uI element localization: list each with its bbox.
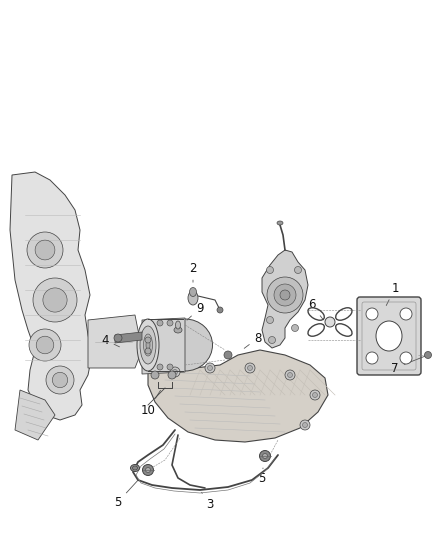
- Ellipse shape: [190, 287, 197, 296]
- Circle shape: [29, 329, 61, 361]
- Circle shape: [292, 325, 299, 332]
- Circle shape: [145, 467, 151, 472]
- Ellipse shape: [146, 340, 150, 350]
- Text: 1: 1: [386, 281, 399, 305]
- Polygon shape: [88, 315, 142, 368]
- Circle shape: [274, 284, 296, 306]
- Ellipse shape: [174, 327, 182, 333]
- Circle shape: [173, 369, 177, 375]
- Text: 7: 7: [391, 356, 425, 375]
- Circle shape: [142, 464, 153, 475]
- Circle shape: [170, 367, 180, 377]
- Ellipse shape: [140, 326, 156, 364]
- Circle shape: [224, 351, 232, 359]
- Circle shape: [208, 366, 212, 370]
- Circle shape: [157, 364, 163, 370]
- Circle shape: [424, 351, 431, 359]
- Text: 4: 4: [101, 334, 120, 347]
- Polygon shape: [262, 250, 308, 348]
- Ellipse shape: [176, 321, 180, 329]
- Circle shape: [300, 420, 310, 430]
- Circle shape: [400, 352, 412, 364]
- Ellipse shape: [133, 466, 138, 470]
- Polygon shape: [142, 318, 185, 374]
- Circle shape: [43, 288, 67, 312]
- Ellipse shape: [137, 319, 159, 371]
- Circle shape: [52, 372, 68, 387]
- Text: 9: 9: [187, 302, 204, 320]
- Circle shape: [366, 352, 378, 364]
- Circle shape: [247, 366, 252, 370]
- Circle shape: [114, 334, 122, 342]
- Ellipse shape: [131, 464, 139, 472]
- FancyBboxPatch shape: [357, 297, 421, 375]
- Ellipse shape: [277, 221, 283, 225]
- Circle shape: [280, 290, 290, 300]
- Circle shape: [35, 240, 55, 260]
- Ellipse shape: [188, 291, 198, 305]
- Circle shape: [151, 371, 159, 379]
- Circle shape: [310, 390, 320, 400]
- Text: 8: 8: [244, 332, 261, 349]
- Polygon shape: [115, 332, 142, 343]
- Circle shape: [36, 336, 54, 354]
- Circle shape: [245, 363, 255, 373]
- Text: 5: 5: [258, 468, 266, 484]
- Ellipse shape: [144, 334, 152, 356]
- Circle shape: [167, 320, 173, 326]
- Circle shape: [33, 278, 77, 322]
- Circle shape: [285, 370, 295, 380]
- Text: 2: 2: [189, 262, 197, 282]
- Polygon shape: [15, 390, 55, 440]
- Circle shape: [46, 366, 74, 394]
- Circle shape: [145, 337, 151, 343]
- Circle shape: [205, 363, 215, 373]
- Ellipse shape: [158, 319, 212, 371]
- Text: 10: 10: [141, 390, 160, 416]
- Circle shape: [167, 364, 173, 370]
- Circle shape: [262, 454, 268, 458]
- Circle shape: [266, 317, 273, 324]
- Text: 5: 5: [114, 480, 138, 508]
- Circle shape: [145, 348, 151, 354]
- Circle shape: [168, 371, 176, 379]
- Circle shape: [268, 336, 276, 343]
- Circle shape: [325, 317, 335, 327]
- Circle shape: [217, 307, 223, 313]
- Text: 6: 6: [308, 298, 323, 320]
- Circle shape: [27, 232, 63, 268]
- Polygon shape: [148, 350, 328, 442]
- Polygon shape: [10, 172, 92, 420]
- Circle shape: [312, 392, 318, 398]
- Circle shape: [267, 277, 303, 313]
- Circle shape: [400, 308, 412, 320]
- Circle shape: [266, 266, 273, 273]
- Circle shape: [157, 320, 163, 326]
- Text: 3: 3: [201, 492, 214, 512]
- Ellipse shape: [376, 321, 402, 351]
- Circle shape: [259, 450, 271, 462]
- Circle shape: [366, 308, 378, 320]
- Circle shape: [303, 423, 307, 427]
- Circle shape: [294, 266, 301, 273]
- Circle shape: [287, 373, 293, 377]
